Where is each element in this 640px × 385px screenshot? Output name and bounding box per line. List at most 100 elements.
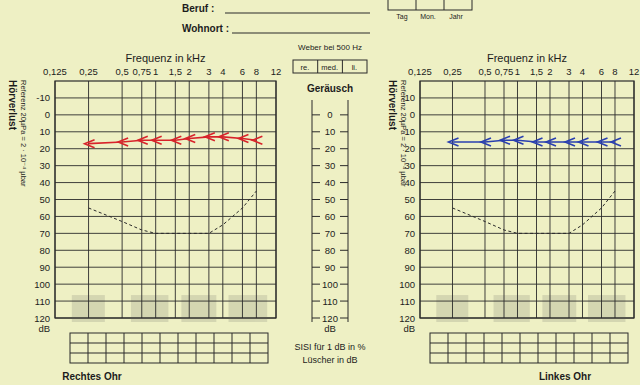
data-marker (578, 138, 588, 146)
noise-tick-label: 40 (325, 177, 336, 188)
y-tick-label: 100 (399, 279, 415, 290)
y-grid-line (55, 216, 276, 217)
noise-tick (340, 114, 348, 115)
table-col (196, 333, 197, 363)
y-grid-line (55, 233, 276, 234)
data-marker (185, 135, 195, 143)
data-marker (152, 136, 162, 144)
x-tick-label: 4 (580, 66, 585, 77)
y-grid-line (420, 318, 634, 319)
noise-scale-unit: dB (324, 323, 336, 334)
table-col (88, 333, 89, 363)
noise-tick (312, 284, 320, 285)
weber-title: Weber bei 500 Hz (298, 43, 362, 52)
y-tick-label: -10 (36, 92, 50, 103)
y-grid-line (420, 182, 634, 183)
table-col (178, 333, 179, 363)
y-tick-label: 60 (404, 211, 415, 222)
data-marker (171, 136, 181, 144)
data-marker (500, 136, 510, 144)
noise-tick-label: 10 (325, 126, 336, 137)
x-tick-label: 3 (566, 66, 571, 77)
y-grid-line (55, 301, 276, 302)
noise-tick (340, 182, 348, 183)
data-marker (252, 136, 262, 144)
data-group (85, 133, 263, 233)
y-axis-label: Hörverlust (387, 80, 398, 131)
y-grid-line (55, 318, 276, 319)
y-tick-label: 100 (34, 279, 50, 290)
sisi-label: SISI für 1 dB in % (294, 342, 365, 352)
occupation-line (225, 13, 370, 14)
result-table (70, 333, 268, 363)
x-tick-label: 0,75 (495, 66, 514, 77)
y-grid-line (55, 199, 276, 200)
data-marker (598, 138, 608, 146)
date-field-label: Mon. (420, 13, 436, 20)
noise-tick-label: 0 (327, 109, 332, 120)
y-grid-line (55, 148, 276, 149)
noise-tick (312, 250, 320, 251)
x-tick-label: 2 (547, 66, 552, 77)
noise-tick (312, 233, 320, 234)
weber-divider (317, 60, 318, 73)
y-tick-label: 50 (39, 194, 50, 205)
table-col (610, 333, 611, 363)
noise-tick-label: 30 (325, 160, 336, 171)
x-tick-label: 0,75 (133, 66, 152, 77)
noise-tick-label: 100 (322, 279, 338, 290)
noise-tick (340, 284, 348, 285)
noise-tick (312, 131, 320, 132)
noise-scale-right (348, 100, 349, 322)
y-tick-label: 110 (35, 296, 50, 307)
y-grid-line (55, 267, 276, 268)
plot-frame (420, 81, 634, 318)
noise-tick-label: 20 (325, 143, 336, 154)
noise-tick (312, 318, 320, 319)
y-tick-label: 90 (39, 262, 50, 273)
noise-tick (340, 301, 348, 302)
series-line (453, 191, 615, 233)
table-col (520, 333, 521, 363)
series-line (89, 191, 257, 233)
y-grid-line (55, 165, 276, 166)
noise-tick-label: 60 (325, 211, 336, 222)
y-tick-label: 80 (39, 245, 50, 256)
date-field-label: Jahr (449, 13, 463, 20)
table-col (556, 333, 557, 363)
x-tick-label: 12 (629, 66, 640, 77)
data-marker (611, 138, 621, 146)
y-tick-label: 0 (410, 109, 415, 120)
x-tick-label: 1 (515, 66, 520, 77)
audiogram-form: Beruf :Wohnort :TagMon.JahrWeber bei 500… (0, 0, 640, 385)
y-grid-line (55, 284, 276, 285)
table-col (502, 333, 503, 363)
y-grid-line (55, 97, 276, 98)
table-col (142, 333, 143, 363)
y-grid-line (420, 199, 634, 200)
date-divider (444, 0, 445, 10)
y-unit-label: dB (38, 323, 50, 334)
y-axis-reference: Referenz 20µPa = 2 · 10⁻⁴ µbar (399, 80, 408, 187)
x-tick-label: 6 (240, 66, 245, 77)
y-tick-label: 90 (404, 262, 415, 273)
table-col (124, 333, 125, 363)
data-marker (238, 135, 248, 143)
x-tick-label: 12 (271, 66, 282, 77)
data-marker (481, 138, 491, 146)
noise-tick-label: 120 (322, 313, 338, 324)
noise-tick-label: 70 (325, 228, 336, 239)
luescher-label: Lüscher in dB (302, 355, 357, 365)
residence-label: Wohnort : (182, 23, 229, 34)
x-tick-label: 8 (254, 66, 259, 77)
noise-scale-left (312, 100, 313, 322)
y-grid-line (420, 284, 634, 285)
y-tick-label: 70 (404, 228, 415, 239)
y-tick-label: 20 (39, 143, 50, 154)
data-marker (205, 133, 215, 141)
table-col (106, 333, 107, 363)
y-tick-label: 0 (45, 109, 50, 120)
x-tick-label: 8 (612, 66, 617, 77)
noise-tick (340, 131, 348, 132)
weber-box (293, 60, 367, 73)
